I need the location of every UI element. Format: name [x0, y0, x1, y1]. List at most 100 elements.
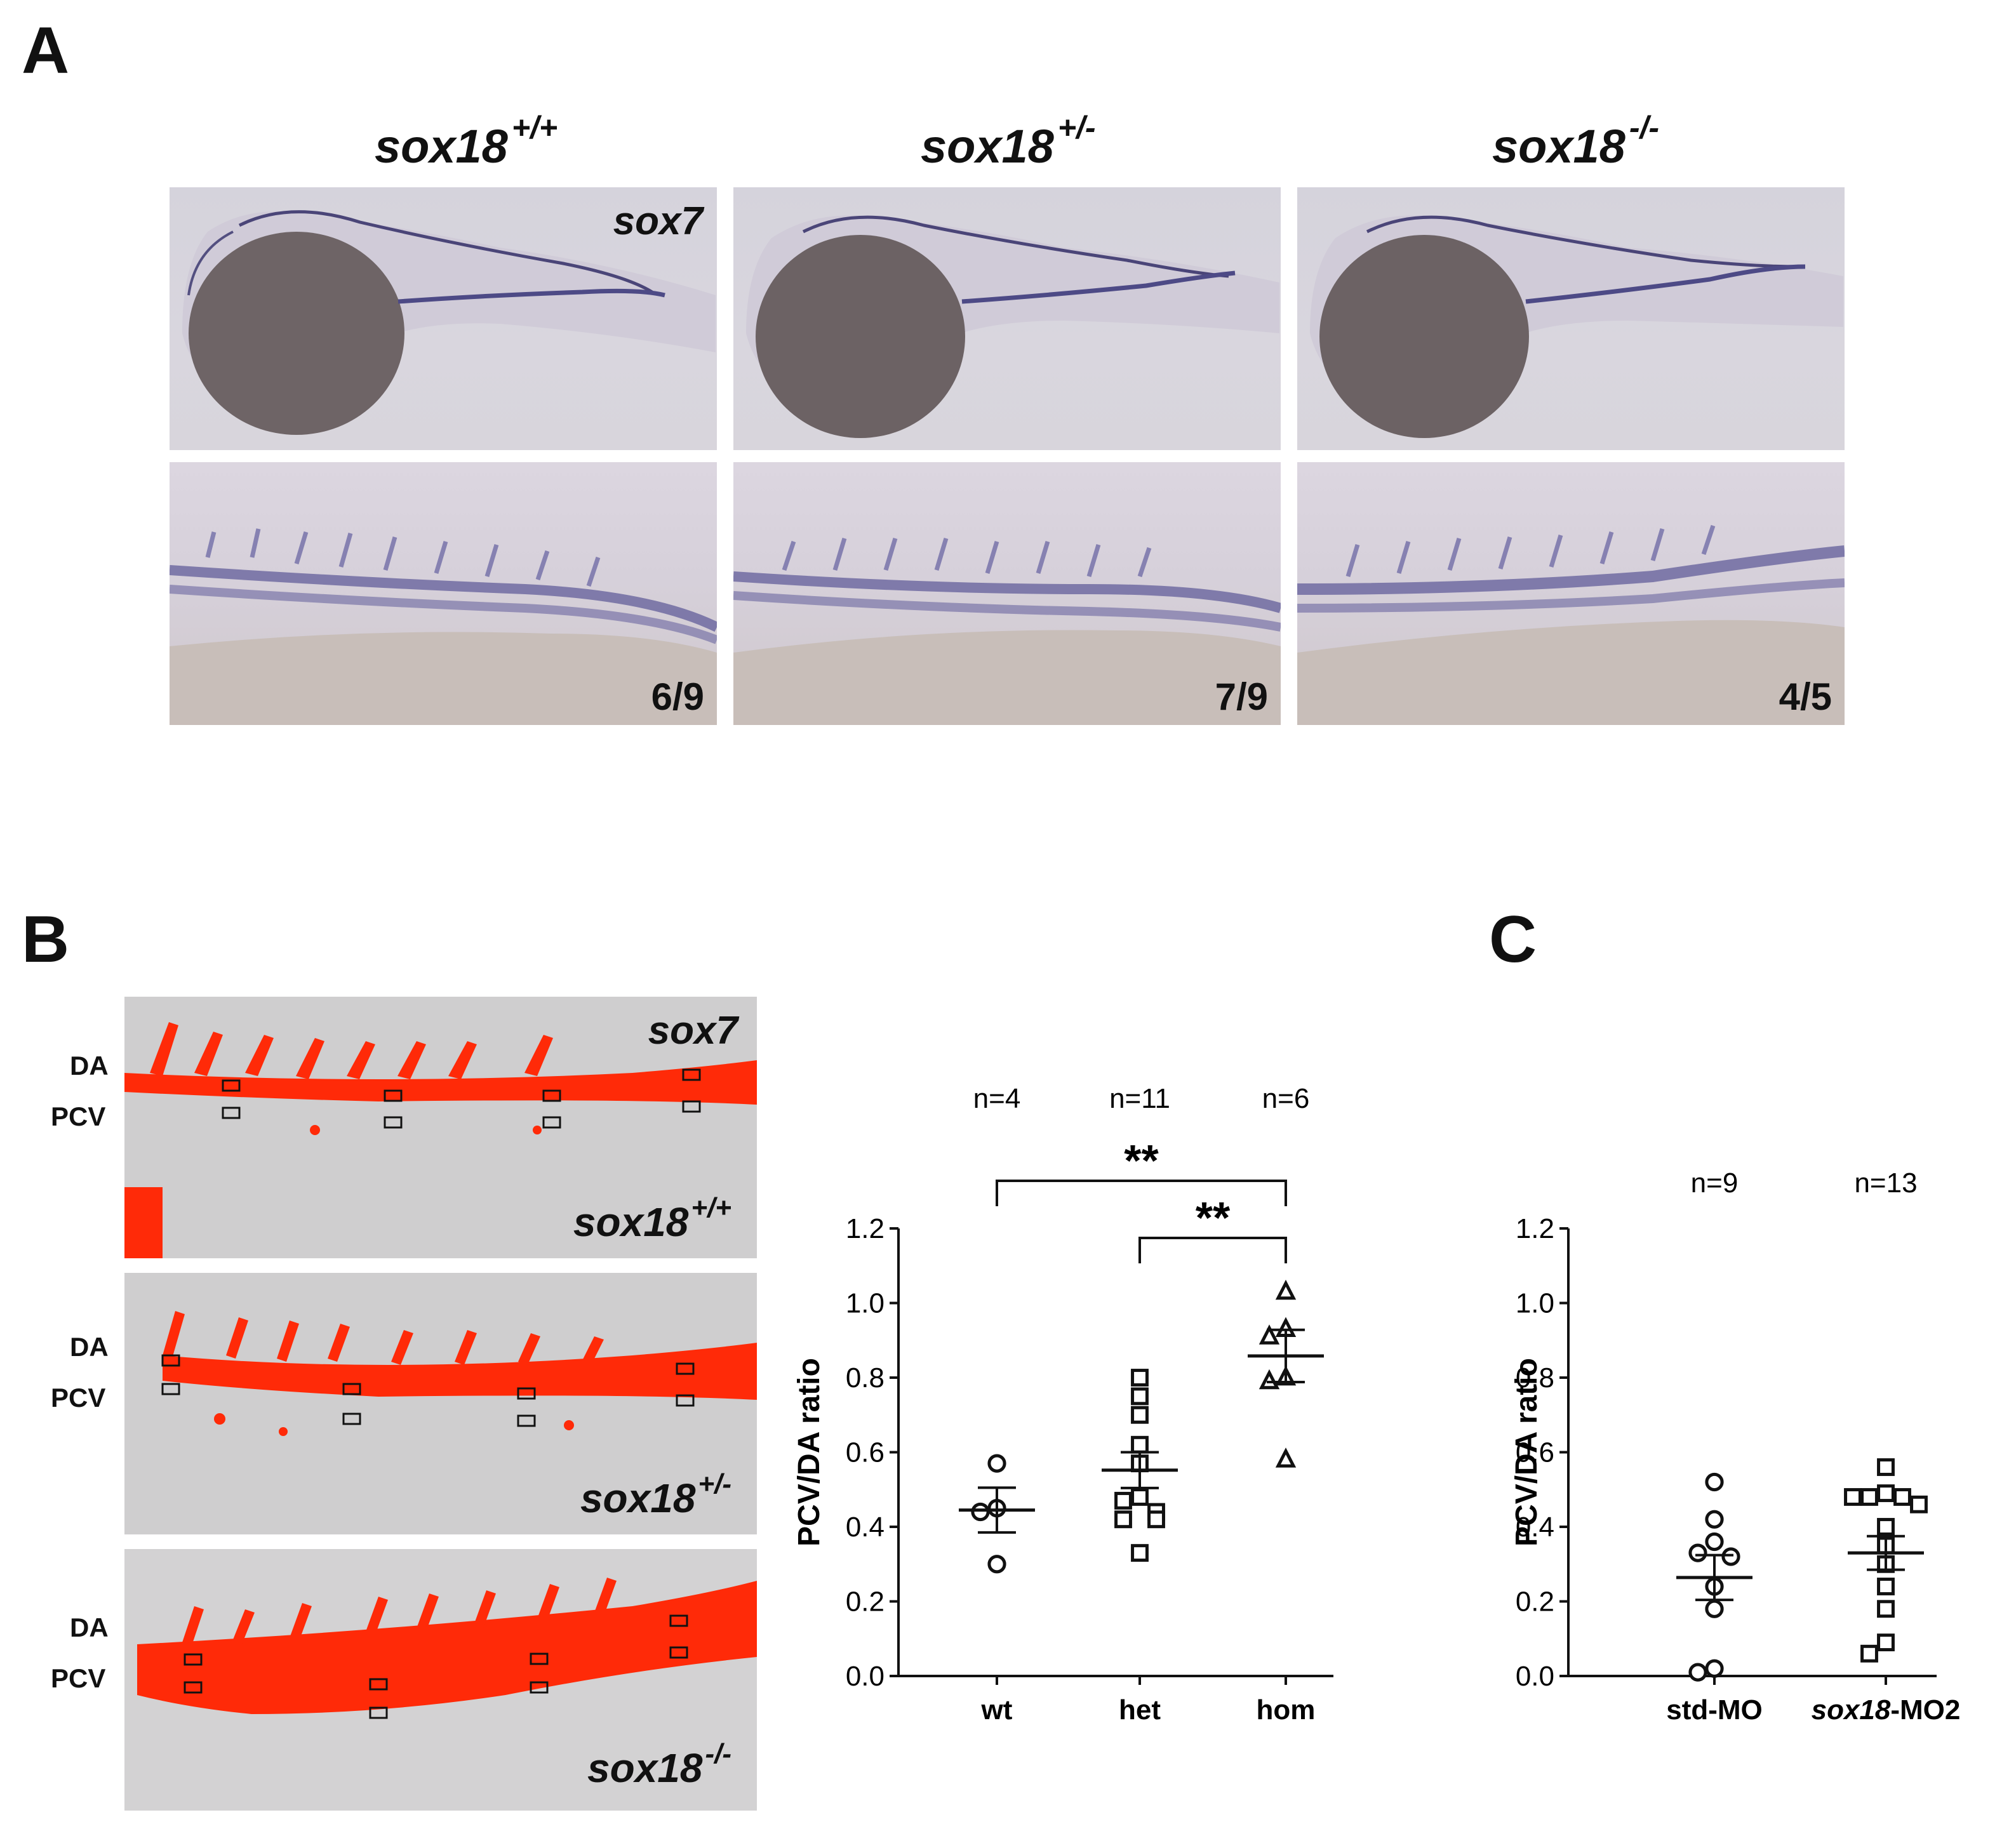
chart-b-point	[1131, 1369, 1149, 1387]
genotype-header-2: sox18 +/-	[921, 109, 1096, 173]
chart-b-point	[1131, 1544, 1149, 1562]
chart-b-y-tick-label: 1.0	[846, 1288, 885, 1319]
da-label-1: DA	[70, 1051, 109, 1081]
trunk-zoom-image-hom: 4/5	[1297, 462, 1845, 725]
chart-c-y-axis-label: PCV/DA ratio	[1510, 1358, 1544, 1546]
chart-b-x-tick-label: hom	[1257, 1694, 1316, 1726]
genotype-label-b1: sox18+/+	[573, 1192, 731, 1246]
embryo-image-het	[733, 187, 1281, 450]
chart-c-point	[1877, 1633, 1895, 1652]
chart-b-x-tick-label-text: wt	[981, 1694, 1013, 1726]
chart-c-point	[1910, 1495, 1928, 1513]
chart-b-n-label: n=6	[1262, 1083, 1310, 1114]
chart-b-sig-bracket	[1138, 1237, 1287, 1263]
chart-b-point	[1114, 1510, 1132, 1529]
gene-label-sox7-b: sox7	[648, 1009, 738, 1053]
chart-c-y-tick-label: 0.8	[1516, 1362, 1554, 1393]
chart-c-x-tick-label-text: -MO2	[1890, 1694, 1960, 1726]
genotype-sup: +/+	[691, 1192, 731, 1223]
chart-b-point	[1275, 1447, 1297, 1468]
chart-b-y-tick-label: 1.2	[846, 1213, 885, 1244]
chart-b-point	[1131, 1435, 1149, 1454]
fraction-label-het: 7/9	[1215, 675, 1268, 718]
chart-b-point	[1114, 1491, 1132, 1510]
chart-b-x-tick-label: het	[1119, 1694, 1161, 1726]
genotype-base: sox18	[375, 120, 508, 173]
embryo-image-hom	[1297, 187, 1845, 450]
chart-b-y-tick-label: 0.8	[846, 1362, 885, 1393]
pcv-label-3: PCV	[51, 1663, 106, 1693]
chart-c-y-tick-label: 0.4	[1516, 1512, 1554, 1543]
chart-c-point	[1844, 1488, 1862, 1506]
chart-b-x-tick-label: wt	[981, 1694, 1013, 1726]
chart-c-point	[1877, 1458, 1895, 1476]
chart-b-point	[1131, 1387, 1149, 1406]
chart-c-point	[1877, 1600, 1895, 1618]
genotype-sup: -/-	[705, 1738, 731, 1769]
panel-c-letter: C	[1489, 903, 1537, 976]
panel-b-letter: B	[22, 903, 70, 976]
da-label-2: DA	[70, 1332, 109, 1362]
chart-b-point	[987, 1555, 1006, 1574]
chart-b-sig-label: **	[1124, 1136, 1159, 1185]
chart-b-x-tick-label-text: hom	[1257, 1694, 1316, 1726]
genotype-label-b2: sox18+/-	[580, 1468, 731, 1522]
chart-c-y-tick-label: 0.2	[1516, 1586, 1554, 1618]
chart-c-point	[1877, 1484, 1895, 1503]
genotype-base: sox18	[921, 120, 1054, 173]
chart-c-n-label: n=13	[1854, 1167, 1917, 1199]
chart-b-y-tick-label: 0.6	[846, 1437, 885, 1468]
chart-b-y-tick-label: 0.4	[846, 1512, 885, 1543]
chart-c-point	[1705, 1599, 1724, 1618]
chart-c-point	[1688, 1543, 1707, 1562]
chart-c-point	[1877, 1578, 1895, 1595]
chart-c-x-tick-label: std-MO	[1666, 1694, 1763, 1726]
chart-c-y-tick-label: 1.0	[1516, 1288, 1554, 1319]
chart-c-x-tick-label-text: std-MO	[1666, 1694, 1763, 1726]
chart-b-point	[1131, 1406, 1149, 1424]
fraction-label-hom: 4/5	[1779, 675, 1832, 718]
da-label-3: DA	[70, 1613, 109, 1642]
red-overlay-image-hom: sox18-/-	[124, 1549, 757, 1811]
trunk-zoom-image-wt: 6/9	[170, 462, 717, 725]
chart-c-point	[1860, 1644, 1878, 1663]
embryo-image-wt: sox7	[170, 187, 717, 450]
genotype-sup: -/-	[1629, 110, 1660, 145]
chart-b-sig-label: **	[1196, 1193, 1231, 1242]
chart-b-n-label: n=4	[973, 1083, 1021, 1114]
chart-c-point	[1705, 1510, 1724, 1529]
genotype-header-3: sox18 -/-	[1492, 109, 1659, 173]
pcv-label-2: PCV	[51, 1383, 106, 1413]
chart-b-point	[1131, 1488, 1149, 1506]
gene-label-sox7: sox7	[613, 199, 703, 243]
chart-c-point	[1860, 1488, 1878, 1506]
chart-b-point	[971, 1502, 990, 1522]
chart-b-sig-bracket	[996, 1180, 1287, 1206]
pcv-label-1: PCV	[51, 1101, 106, 1131]
chart-b-point	[1258, 1369, 1280, 1390]
red-overlay-image-het: sox18+/-	[124, 1273, 757, 1534]
chart-b-point	[1147, 1510, 1165, 1529]
chart-b-point	[987, 1454, 1006, 1473]
chart-c-x-tick-label: sox18-MO2	[1812, 1694, 1961, 1726]
chart-c-y-tick-label: 0.0	[1516, 1661, 1554, 1692]
chart-c-x-tick-label-italic: sox18	[1812, 1694, 1891, 1726]
chart-b-svg: 0.0 0.2 0.4 0.6 0.8 1.0 1.2 PCV/DA ratio wt n=4 he…	[792, 1083, 1333, 1726]
chart-c-point	[1705, 1659, 1724, 1678]
genotype-base: sox18	[587, 1745, 703, 1791]
chart-c-point	[1705, 1472, 1724, 1492]
genotype-label-b3: sox18-/-	[587, 1738, 731, 1792]
chart-b-x-tick-label-text: het	[1119, 1694, 1161, 1726]
red-overlay-image-wt: sox7 sox18+/+	[124, 997, 757, 1258]
genotype-sup: +/-	[1057, 110, 1096, 145]
chart-c-point	[1688, 1663, 1707, 1682]
chart-c-svg: 0.0 0.2 0.4 0.6 0.8 1.0 1.2 PCV/DA ratio std-MO n…	[1510, 1167, 1961, 1726]
genotype-sup: +/+	[511, 110, 558, 145]
genotype-base: sox18	[580, 1475, 696, 1521]
chart-c-n-label: n=9	[1691, 1167, 1739, 1199]
genotype-base: sox18	[1492, 120, 1625, 173]
chart-b-point	[1258, 1324, 1280, 1345]
genotype-sup: +/-	[698, 1468, 731, 1500]
genotype-header-1: sox18 +/+	[375, 109, 557, 173]
chart-c-y-tick-label: 0.6	[1516, 1437, 1554, 1468]
